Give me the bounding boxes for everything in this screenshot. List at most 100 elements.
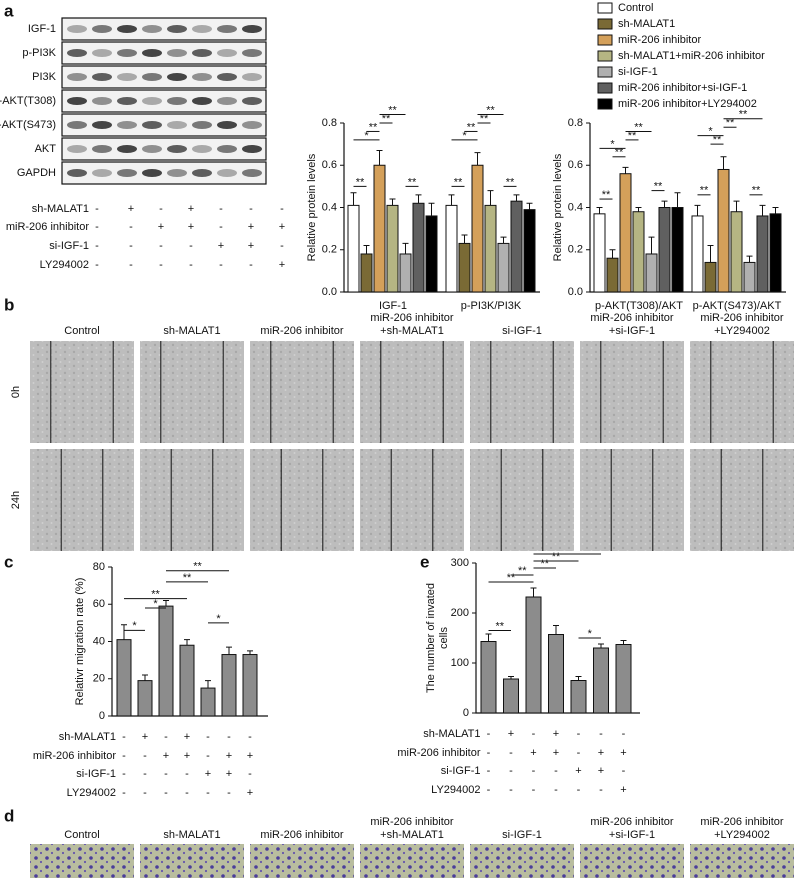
bar bbox=[458, 242, 471, 293]
bar bbox=[658, 207, 671, 293]
treatment-sign: - bbox=[143, 787, 147, 799]
bar bbox=[593, 647, 609, 714]
microscopy-image bbox=[360, 341, 464, 443]
significance-label: ** bbox=[654, 181, 663, 193]
blot-band bbox=[167, 97, 187, 105]
bar bbox=[399, 253, 412, 293]
significance-label: ** bbox=[628, 130, 637, 142]
blot-band bbox=[242, 73, 262, 81]
bar bbox=[221, 654, 237, 717]
blot-band bbox=[167, 169, 187, 177]
bar bbox=[480, 641, 497, 714]
legend-label: miR-206 inhibitor+si-IGF-1 bbox=[618, 82, 747, 94]
error-bar bbox=[526, 202, 533, 210]
treatment-sign: - bbox=[129, 240, 133, 252]
treatment-sign: + bbox=[184, 731, 190, 743]
blot-label: p-AKT(S473) bbox=[0, 119, 56, 131]
y-tick-label: 60 bbox=[93, 598, 105, 610]
treatment-sign: - bbox=[122, 787, 126, 799]
treatment-sign: - bbox=[554, 765, 558, 777]
treatment-label: LY294002 bbox=[431, 784, 480, 796]
treatment-sign: - bbox=[554, 784, 558, 796]
y-axis-label: cells bbox=[438, 627, 450, 650]
treatment-sign: - bbox=[143, 768, 147, 780]
column-label: Control bbox=[64, 829, 99, 841]
significance-label: ** bbox=[183, 572, 192, 584]
bar bbox=[386, 204, 399, 293]
treatment-sign: - bbox=[159, 203, 163, 215]
y-axis-label: Relativr migration rate (%) bbox=[74, 578, 86, 706]
column-label: miR-206 inhibitor bbox=[370, 312, 453, 324]
blot-band bbox=[67, 145, 87, 153]
bar bbox=[769, 213, 782, 293]
significance-label: ** bbox=[193, 561, 202, 573]
significance-label: ** bbox=[408, 176, 417, 188]
treatment-sign: - bbox=[185, 787, 189, 799]
error-bar bbox=[598, 643, 604, 648]
bar bbox=[484, 204, 497, 293]
significance-label: * bbox=[462, 130, 467, 142]
blot-band bbox=[117, 49, 137, 57]
blot-band bbox=[92, 97, 112, 105]
bar bbox=[525, 596, 542, 714]
treatment-sign: + bbox=[142, 731, 148, 743]
column-label: +LY294002 bbox=[714, 829, 770, 841]
y-tick-label: 0.4 bbox=[568, 201, 583, 213]
microscopy-image bbox=[250, 341, 354, 443]
error-bar bbox=[530, 587, 537, 597]
treatment-sign: - bbox=[599, 784, 603, 796]
y-tick-label: 20 bbox=[93, 673, 105, 685]
significance-label: ** bbox=[752, 185, 761, 197]
legend-label: miR-206 inhibitor+LY294002 bbox=[618, 98, 757, 110]
error-bar bbox=[487, 190, 494, 206]
treatment-sign: - bbox=[219, 203, 223, 215]
bar bbox=[373, 164, 386, 293]
column-label: +LY294002 bbox=[714, 325, 770, 337]
treatment-sign: - bbox=[248, 768, 252, 780]
treatment-sign: - bbox=[206, 731, 210, 743]
treatment-sign: + bbox=[598, 747, 604, 759]
treatment-label: sh-MALAT1 bbox=[423, 728, 480, 740]
blot-band bbox=[67, 25, 87, 33]
blot-band bbox=[192, 49, 212, 57]
significance-label: ** bbox=[382, 113, 391, 125]
error-bar bbox=[648, 236, 655, 254]
error-bar bbox=[500, 236, 507, 244]
error-bar bbox=[461, 234, 468, 244]
y-tick-label: 0.0 bbox=[322, 286, 337, 298]
y-tick-label: 0.8 bbox=[322, 117, 337, 129]
legend-swatch bbox=[597, 34, 613, 46]
x-tick-label: p-PI3K/PI3K bbox=[461, 300, 522, 312]
blot-label: p-PI3K bbox=[22, 47, 56, 59]
blot-band bbox=[242, 169, 262, 177]
column-label: +si-IGF-1 bbox=[609, 829, 655, 841]
treatment-label: sh-MALAT1 bbox=[32, 203, 89, 215]
treatment-sign: + bbox=[279, 259, 285, 271]
error-bar bbox=[553, 625, 559, 635]
treatment-label: sh-MALAT1 bbox=[59, 731, 116, 743]
error-bar bbox=[205, 680, 211, 689]
panel-label: a bbox=[4, 1, 14, 20]
column-label: miR-206 inhibitor bbox=[700, 312, 783, 324]
bar bbox=[645, 253, 658, 293]
treatment-sign: - bbox=[95, 259, 99, 271]
error-bar bbox=[661, 200, 668, 208]
blot-label: IGF-1 bbox=[28, 23, 56, 35]
panel-label: d bbox=[4, 806, 14, 825]
blot-band bbox=[67, 169, 87, 177]
treatment-sign: - bbox=[95, 240, 99, 252]
error-bar bbox=[720, 156, 727, 170]
blot-strip bbox=[61, 41, 267, 65]
microscopy-image bbox=[250, 844, 354, 878]
treatment-sign: - bbox=[219, 221, 223, 233]
bar bbox=[425, 215, 438, 293]
column-label: miR-206 inhibitor bbox=[260, 829, 343, 841]
y-tick-label: 0.4 bbox=[322, 201, 337, 213]
treatment-sign: - bbox=[227, 731, 231, 743]
treatment-sign: - bbox=[185, 768, 189, 780]
treatment-sign: - bbox=[122, 731, 126, 743]
blot-band bbox=[67, 49, 87, 57]
blot-band bbox=[242, 25, 262, 33]
error-bar bbox=[620, 640, 627, 645]
